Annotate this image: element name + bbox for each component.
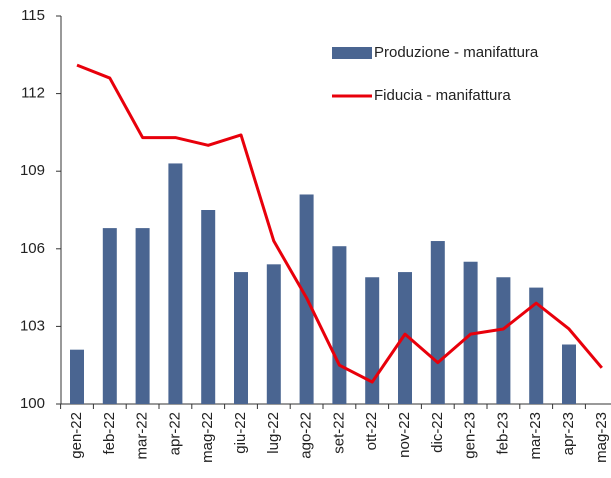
legend-swatch [332,47,372,59]
line [76,63,603,384]
x-tick-label: ott-22 [363,412,380,450]
y-tick-label: 103 [20,317,45,334]
bar [496,277,511,404]
bar [102,228,117,404]
y-tick-label: 109 [20,162,45,179]
x-tick-label: apr-22 [166,412,183,455]
x-tick-label: mar-22 [134,412,151,460]
bar [234,272,248,404]
y-tick-label: 112 [21,85,45,102]
bar [135,228,150,404]
x-tick-label: mag-22 [199,412,216,463]
bar [332,246,347,404]
x-tick-label: nov-22 [396,412,413,458]
x-tick-label: feb-22 [101,412,118,455]
bar [201,210,216,404]
bar [365,277,380,404]
bar [168,163,183,404]
y-tick-label: 115 [21,7,45,24]
legend-label: Fiducia - manifattura [374,87,511,104]
x-tick-label: gen-22 [68,412,85,459]
x-tick-label: ago-22 [298,412,315,459]
bar [562,344,576,404]
x-tick-label: lug-22 [265,412,282,454]
bar [70,349,84,404]
x-tick-label: dic-22 [429,412,446,453]
x-tick-label: giu-22 [232,412,249,454]
legend-label: Produzione - manifattura [374,44,539,61]
bar [266,264,281,404]
bar [398,272,412,404]
y-tick-label: 100 [20,395,45,412]
x-tick-label: gen-23 [462,412,479,459]
bar [529,287,544,404]
x-tick-label: mar-23 [527,412,544,460]
x-tick-label: mag-23 [593,412,610,463]
y-tick-label: 106 [20,240,45,257]
bar [430,241,445,404]
x-tick-label: feb-23 [494,412,511,455]
x-tick-label: apr-23 [560,412,577,455]
x-tick-label: set-22 [330,412,347,454]
